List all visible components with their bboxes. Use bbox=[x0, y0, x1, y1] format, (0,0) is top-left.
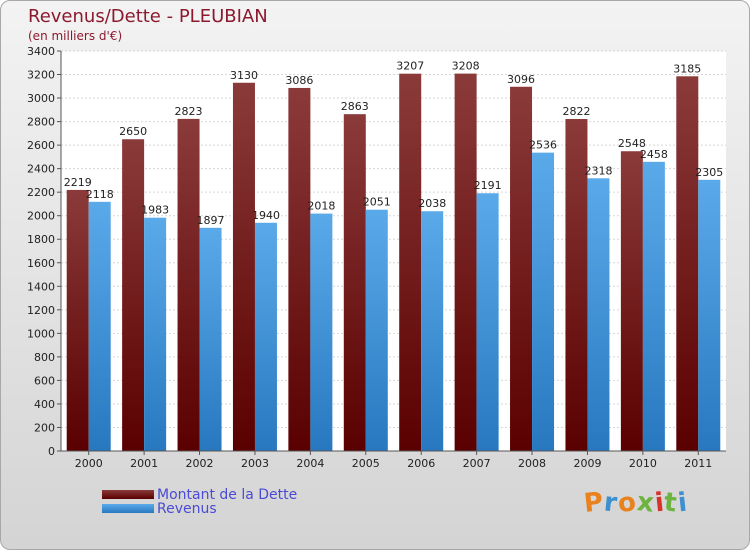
x-tick-label: 2011 bbox=[684, 457, 712, 470]
bar-dette bbox=[620, 151, 643, 451]
y-tick-label: 2800 bbox=[27, 116, 55, 129]
y-tick-label: 2000 bbox=[27, 210, 55, 223]
y-tick-label: 2600 bbox=[27, 139, 55, 152]
data-label-revenus: 1897 bbox=[197, 214, 225, 227]
bar-revenus bbox=[144, 217, 167, 451]
bar-dette bbox=[177, 118, 200, 451]
y-tick-label: 600 bbox=[34, 374, 55, 387]
data-label-dette: 2548 bbox=[618, 137, 646, 150]
bar-dette bbox=[454, 73, 477, 452]
y-tick-label: 2400 bbox=[27, 163, 55, 176]
data-label-revenus: 2038 bbox=[418, 197, 446, 210]
legend-swatch-revenus bbox=[102, 504, 154, 513]
y-tick-label: 1000 bbox=[27, 327, 55, 340]
bar-revenus bbox=[698, 179, 721, 451]
bar-revenus bbox=[476, 193, 499, 451]
y-tick-label: 0 bbox=[48, 445, 55, 458]
y-tick-label: 200 bbox=[34, 421, 55, 434]
data-label-dette: 2219 bbox=[64, 176, 92, 189]
x-tick-label: 2001 bbox=[130, 457, 158, 470]
bar-revenus bbox=[88, 201, 111, 451]
data-label-dette: 2822 bbox=[562, 105, 590, 118]
bar-revenus bbox=[199, 227, 222, 451]
data-label-revenus: 2305 bbox=[695, 166, 723, 179]
y-tick-label: 3200 bbox=[27, 69, 55, 82]
legend-swatch-dette bbox=[102, 490, 154, 499]
data-label-revenus: 2536 bbox=[529, 139, 557, 152]
x-tick-label: 2007 bbox=[463, 457, 491, 470]
bar-revenus bbox=[532, 152, 555, 451]
plot-area bbox=[61, 51, 726, 451]
x-tick-label: 2004 bbox=[296, 457, 324, 470]
y-tick-label: 1400 bbox=[27, 280, 55, 293]
y-tick-label: 1200 bbox=[27, 304, 55, 317]
logo-letter: i bbox=[676, 487, 690, 519]
x-tick-label: 2009 bbox=[573, 457, 601, 470]
x-tick-label: 2000 bbox=[75, 457, 103, 470]
chart-subtitle: (en milliers d'€) bbox=[28, 29, 123, 43]
data-label-revenus: 1983 bbox=[141, 204, 169, 217]
legend-label-dette: Montant de la Dette bbox=[157, 487, 298, 503]
x-tick-label: 2008 bbox=[518, 457, 546, 470]
x-tick-label: 2005 bbox=[352, 457, 380, 470]
data-label-dette: 3130 bbox=[230, 69, 258, 82]
data-label-dette: 2823 bbox=[175, 105, 203, 118]
x-tick-label: 2003 bbox=[241, 457, 269, 470]
data-label-dette: 2650 bbox=[119, 125, 147, 138]
bar-dette bbox=[288, 87, 311, 452]
bar-dette bbox=[232, 82, 255, 451]
y-tick-label: 2200 bbox=[27, 186, 55, 199]
bar-revenus bbox=[365, 209, 388, 451]
data-label-dette: 2863 bbox=[341, 100, 369, 113]
bar-revenus bbox=[310, 213, 333, 451]
bar-revenus bbox=[587, 178, 610, 451]
data-label-revenus: 2051 bbox=[363, 196, 391, 209]
y-tick-label: 800 bbox=[34, 351, 55, 364]
y-tick-label: 3000 bbox=[27, 92, 55, 105]
data-label-dette: 3185 bbox=[673, 62, 701, 75]
bar-revenus bbox=[421, 211, 444, 451]
y-tick-label: 400 bbox=[34, 398, 55, 411]
x-tick-label: 2002 bbox=[186, 457, 214, 470]
bar-revenus bbox=[254, 222, 277, 451]
y-tick-label: 1800 bbox=[27, 233, 55, 246]
data-label-revenus: 2191 bbox=[474, 179, 502, 192]
bar-dette bbox=[122, 139, 145, 451]
bar-dette bbox=[676, 76, 699, 451]
bar-dette bbox=[565, 119, 588, 451]
y-tick-label: 3400 bbox=[27, 45, 55, 58]
y-tick-label: 1600 bbox=[27, 257, 55, 270]
data-label-revenus: 2458 bbox=[640, 148, 668, 161]
bar-dette bbox=[510, 86, 533, 451]
chart-title: Revenus/Dette - PLEUBIAN bbox=[28, 6, 268, 27]
data-label-revenus: 2118 bbox=[86, 188, 114, 201]
data-label-dette: 3096 bbox=[507, 73, 535, 86]
bar-dette bbox=[66, 189, 89, 452]
data-label-dette: 3086 bbox=[285, 74, 313, 87]
bar-dette bbox=[399, 73, 422, 452]
bar-dette bbox=[343, 114, 366, 452]
bar-revenus bbox=[642, 161, 665, 451]
data-label-revenus: 2018 bbox=[307, 200, 335, 213]
data-label-dette: 3207 bbox=[396, 60, 424, 73]
x-tick-label: 2010 bbox=[629, 457, 657, 470]
x-tick-label: 2006 bbox=[407, 457, 435, 470]
legend-label-revenus: Revenus bbox=[157, 501, 217, 517]
proxiti-logo: Proxiti bbox=[582, 487, 690, 519]
data-label-revenus: 1940 bbox=[252, 209, 280, 222]
data-label-revenus: 2318 bbox=[584, 164, 612, 177]
data-label-dette: 3208 bbox=[452, 60, 480, 73]
